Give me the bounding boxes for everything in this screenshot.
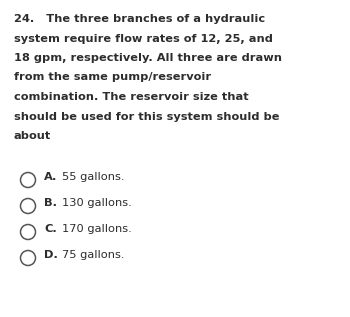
Text: about: about xyxy=(14,131,51,141)
Text: 24.   The three branches of a hydraulic: 24. The three branches of a hydraulic xyxy=(14,14,265,24)
Text: A.: A. xyxy=(44,172,57,183)
Text: B.: B. xyxy=(44,198,57,209)
Text: combination. The reservoir size that: combination. The reservoir size that xyxy=(14,92,248,102)
Text: 130 gallons.: 130 gallons. xyxy=(62,198,132,209)
Text: should be used for this system should be: should be used for this system should be xyxy=(14,112,280,121)
Text: from the same pump/reservoir: from the same pump/reservoir xyxy=(14,73,211,82)
Text: 170 gallons.: 170 gallons. xyxy=(62,224,132,235)
Text: 75 gallons.: 75 gallons. xyxy=(62,250,125,261)
Text: C.: C. xyxy=(44,224,57,235)
Text: D.: D. xyxy=(44,250,58,261)
Text: system require flow rates of 12, 25, and: system require flow rates of 12, 25, and xyxy=(14,34,273,43)
Text: 18 gpm, respectively. All three are drawn: 18 gpm, respectively. All three are draw… xyxy=(14,53,282,63)
Text: 55 gallons.: 55 gallons. xyxy=(62,172,125,183)
